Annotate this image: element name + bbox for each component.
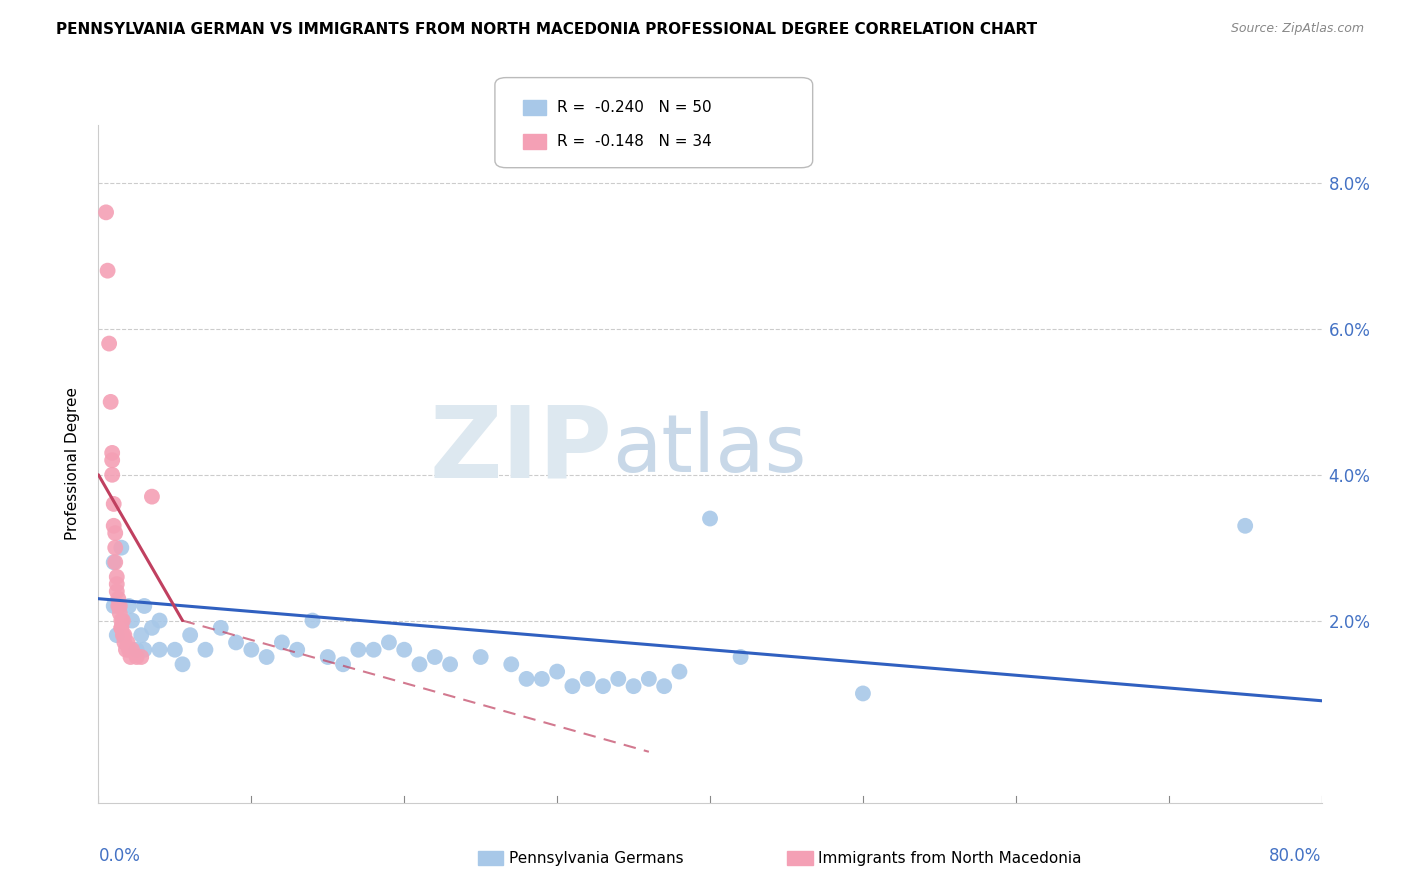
- Point: [134, 599, 156, 613]
- Text: R =  -0.148   N = 34: R = -0.148 N = 34: [557, 134, 711, 149]
- Point: [104, 541, 127, 555]
- Point: [107, 591, 129, 606]
- Point: [256, 650, 278, 665]
- Text: ZIP: ZIP: [429, 401, 612, 499]
- Point: [134, 642, 156, 657]
- Point: [105, 577, 128, 591]
- Point: [637, 672, 661, 686]
- Point: [112, 628, 135, 642]
- Point: [105, 584, 128, 599]
- Point: [1234, 518, 1257, 533]
- Point: [129, 650, 152, 665]
- Point: [172, 657, 194, 672]
- Point: [546, 665, 568, 679]
- Point: [332, 657, 354, 672]
- Point: [110, 614, 132, 628]
- Point: [98, 336, 121, 351]
- Point: [125, 642, 148, 657]
- Point: [107, 599, 129, 613]
- Point: [163, 642, 186, 657]
- Text: Immigrants from North Macedonia: Immigrants from North Macedonia: [818, 851, 1081, 865]
- Point: [592, 679, 614, 693]
- Point: [117, 635, 139, 649]
- Point: [378, 635, 401, 649]
- Point: [141, 621, 163, 635]
- Text: atlas: atlas: [612, 411, 807, 490]
- Point: [576, 672, 599, 686]
- Point: [103, 599, 125, 613]
- Point: [363, 642, 385, 657]
- Point: [699, 511, 721, 525]
- Point: [623, 679, 645, 693]
- Point: [392, 642, 416, 657]
- Point: [101, 446, 124, 460]
- Point: [423, 650, 446, 665]
- Point: [121, 642, 143, 657]
- Point: [105, 628, 128, 642]
- Point: [470, 650, 492, 665]
- Point: [111, 628, 134, 642]
- Point: [105, 570, 128, 584]
- Text: R =  -0.240   N = 50: R = -0.240 N = 50: [557, 100, 711, 115]
- Point: [501, 657, 523, 672]
- Point: [110, 621, 132, 635]
- Point: [104, 526, 127, 541]
- Point: [194, 642, 217, 657]
- Point: [347, 642, 370, 657]
- Point: [149, 614, 172, 628]
- Point: [115, 642, 138, 657]
- Point: [120, 650, 142, 665]
- Point: [285, 642, 308, 657]
- Point: [516, 672, 538, 686]
- Point: [103, 518, 125, 533]
- Text: PENNSYLVANIA GERMAN VS IMMIGRANTS FROM NORTH MACEDONIA PROFESSIONAL DEGREE CORRE: PENNSYLVANIA GERMAN VS IMMIGRANTS FROM N…: [56, 22, 1038, 37]
- Point: [103, 555, 125, 569]
- Point: [118, 599, 141, 613]
- Point: [316, 650, 339, 665]
- Point: [240, 642, 263, 657]
- Point: [149, 642, 172, 657]
- Point: [225, 635, 247, 649]
- Point: [101, 453, 124, 467]
- Point: [97, 263, 120, 277]
- Point: [110, 541, 132, 555]
- Text: 80.0%: 80.0%: [1270, 847, 1322, 864]
- Point: [561, 679, 583, 693]
- Point: [179, 628, 201, 642]
- Point: [125, 650, 148, 665]
- Text: Pennsylvania Germans: Pennsylvania Germans: [509, 851, 683, 865]
- Point: [439, 657, 461, 672]
- Text: Source: ZipAtlas.com: Source: ZipAtlas.com: [1230, 22, 1364, 36]
- Point: [668, 665, 690, 679]
- Point: [108, 607, 131, 621]
- Point: [118, 642, 141, 657]
- Point: [101, 467, 124, 482]
- Point: [100, 395, 122, 409]
- Y-axis label: Professional Degree: Professional Degree: [65, 387, 80, 541]
- Point: [121, 614, 143, 628]
- Point: [129, 628, 152, 642]
- Point: [103, 497, 125, 511]
- Point: [104, 555, 127, 569]
- Point: [607, 672, 630, 686]
- Point: [112, 635, 135, 649]
- Point: [408, 657, 430, 672]
- Point: [141, 490, 163, 504]
- Point: [270, 635, 292, 649]
- Text: 0.0%: 0.0%: [98, 847, 141, 864]
- Point: [108, 599, 131, 613]
- Point: [852, 686, 875, 700]
- Point: [652, 679, 675, 693]
- Point: [301, 614, 323, 628]
- Point: [94, 205, 117, 219]
- Point: [530, 672, 553, 686]
- Point: [110, 621, 132, 635]
- Point: [730, 650, 752, 665]
- Point: [111, 614, 134, 628]
- Point: [209, 621, 232, 635]
